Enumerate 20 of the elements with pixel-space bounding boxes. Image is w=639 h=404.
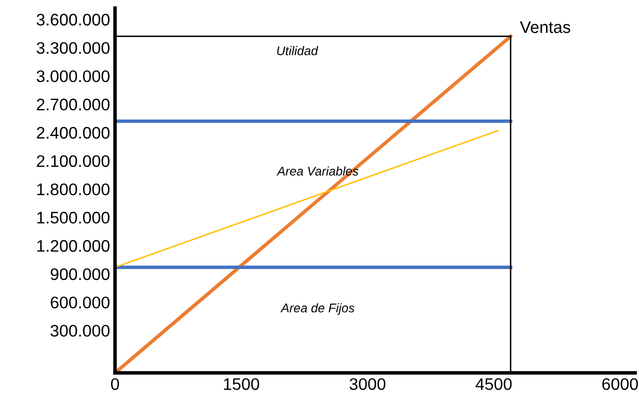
y-tick-label: 1.800.000 [37,183,110,196]
x-tick-label: 1500 [224,378,260,390]
y-tick-label: 300.000 [50,324,110,337]
x-tick-label: 6000 [602,378,638,390]
y-tick-label: 600.000 [50,296,110,308]
y-tick-label: 2.400.000 [36,126,110,139]
x-tick-label: 3000 [350,378,386,390]
x-tick-label: 0 [111,378,120,390]
annotation: Ventas [520,21,570,34]
y-tick-label: 1.200.000 [37,240,110,252]
y-tick-label: 2.100.000 [36,155,110,167]
y-tick-label: 3.300.000 [36,42,110,54]
y-tick-label: 1.500.000 [37,212,110,224]
annotation: Area de Fijos [280,303,354,315]
y-tick-label: 3.000.000 [36,70,110,82]
y-tick-label: 900.000 [50,268,110,280]
annotation: Utilidad [277,46,318,56]
x-tick-label: 4500 [476,378,512,390]
y-tick-label: 3.600.000 [36,14,110,26]
y-tick-label: 2.700.000 [36,98,110,110]
